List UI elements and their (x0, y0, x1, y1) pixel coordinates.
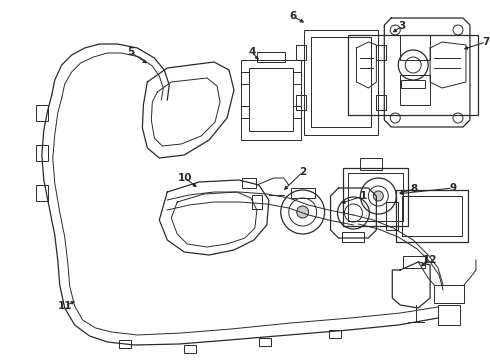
Bar (241, 60, 301, 140)
Bar (400, 35, 430, 60)
Bar (249, 68, 293, 131)
Bar (36, 185, 48, 201)
Text: 4: 4 (248, 47, 256, 57)
Bar (401, 80, 425, 88)
Bar (241, 106, 249, 118)
Bar (36, 145, 48, 161)
Bar (259, 338, 271, 346)
Text: 9: 9 (449, 183, 457, 193)
Text: 2: 2 (299, 167, 306, 177)
Text: 1: 1 (360, 191, 367, 201)
Bar (343, 232, 365, 242)
Text: 12: 12 (423, 255, 438, 265)
Bar (376, 95, 386, 110)
Bar (291, 188, 315, 198)
Bar (252, 195, 262, 209)
Text: 7: 7 (482, 37, 490, 47)
Bar (348, 173, 403, 221)
Bar (295, 95, 306, 110)
Circle shape (373, 191, 383, 201)
Bar (295, 45, 306, 60)
Bar (293, 72, 301, 84)
Bar (241, 72, 249, 84)
Text: 11: 11 (57, 301, 72, 311)
Bar (361, 158, 382, 170)
Text: 6: 6 (289, 11, 296, 21)
Bar (257, 52, 285, 62)
Bar (396, 190, 468, 242)
Bar (329, 330, 341, 338)
Text: 10: 10 (178, 173, 193, 183)
Bar (348, 35, 478, 115)
Bar (434, 285, 464, 303)
Bar (438, 305, 460, 325)
Text: 3: 3 (398, 21, 406, 31)
Circle shape (297, 206, 309, 218)
Text: 5: 5 (127, 47, 134, 57)
Bar (402, 196, 462, 236)
Bar (376, 45, 386, 60)
Bar (403, 256, 425, 268)
Bar (242, 178, 256, 188)
Bar (400, 75, 430, 105)
Bar (304, 30, 378, 135)
Bar (293, 106, 301, 118)
Text: 8: 8 (411, 184, 418, 194)
Bar (36, 105, 48, 121)
Bar (311, 37, 371, 127)
Bar (343, 168, 408, 226)
Bar (120, 340, 131, 348)
Bar (184, 345, 196, 353)
Bar (386, 202, 398, 230)
